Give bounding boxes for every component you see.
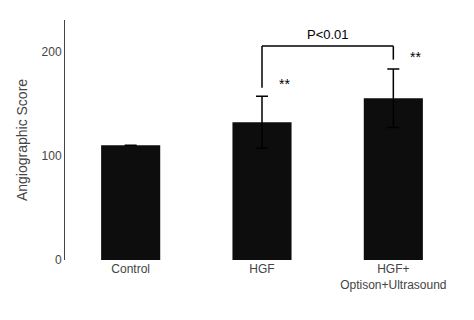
svg-text:200: 200 (42, 45, 62, 59)
svg-text:0: 0 (55, 253, 62, 267)
svg-text:**: ** (279, 76, 290, 92)
svg-text:100: 100 (42, 149, 62, 163)
svg-text:P<0.01: P<0.01 (307, 27, 349, 42)
svg-text:Control: Control (111, 262, 150, 276)
svg-text:**: ** (410, 49, 421, 65)
svg-text:HGF+Optison+Ultrasound: HGF+Optison+Ultrasound (340, 262, 446, 292)
svg-text:HGF: HGF (249, 262, 274, 276)
svg-text:Angiographic Score: Angiographic Score (14, 79, 30, 201)
